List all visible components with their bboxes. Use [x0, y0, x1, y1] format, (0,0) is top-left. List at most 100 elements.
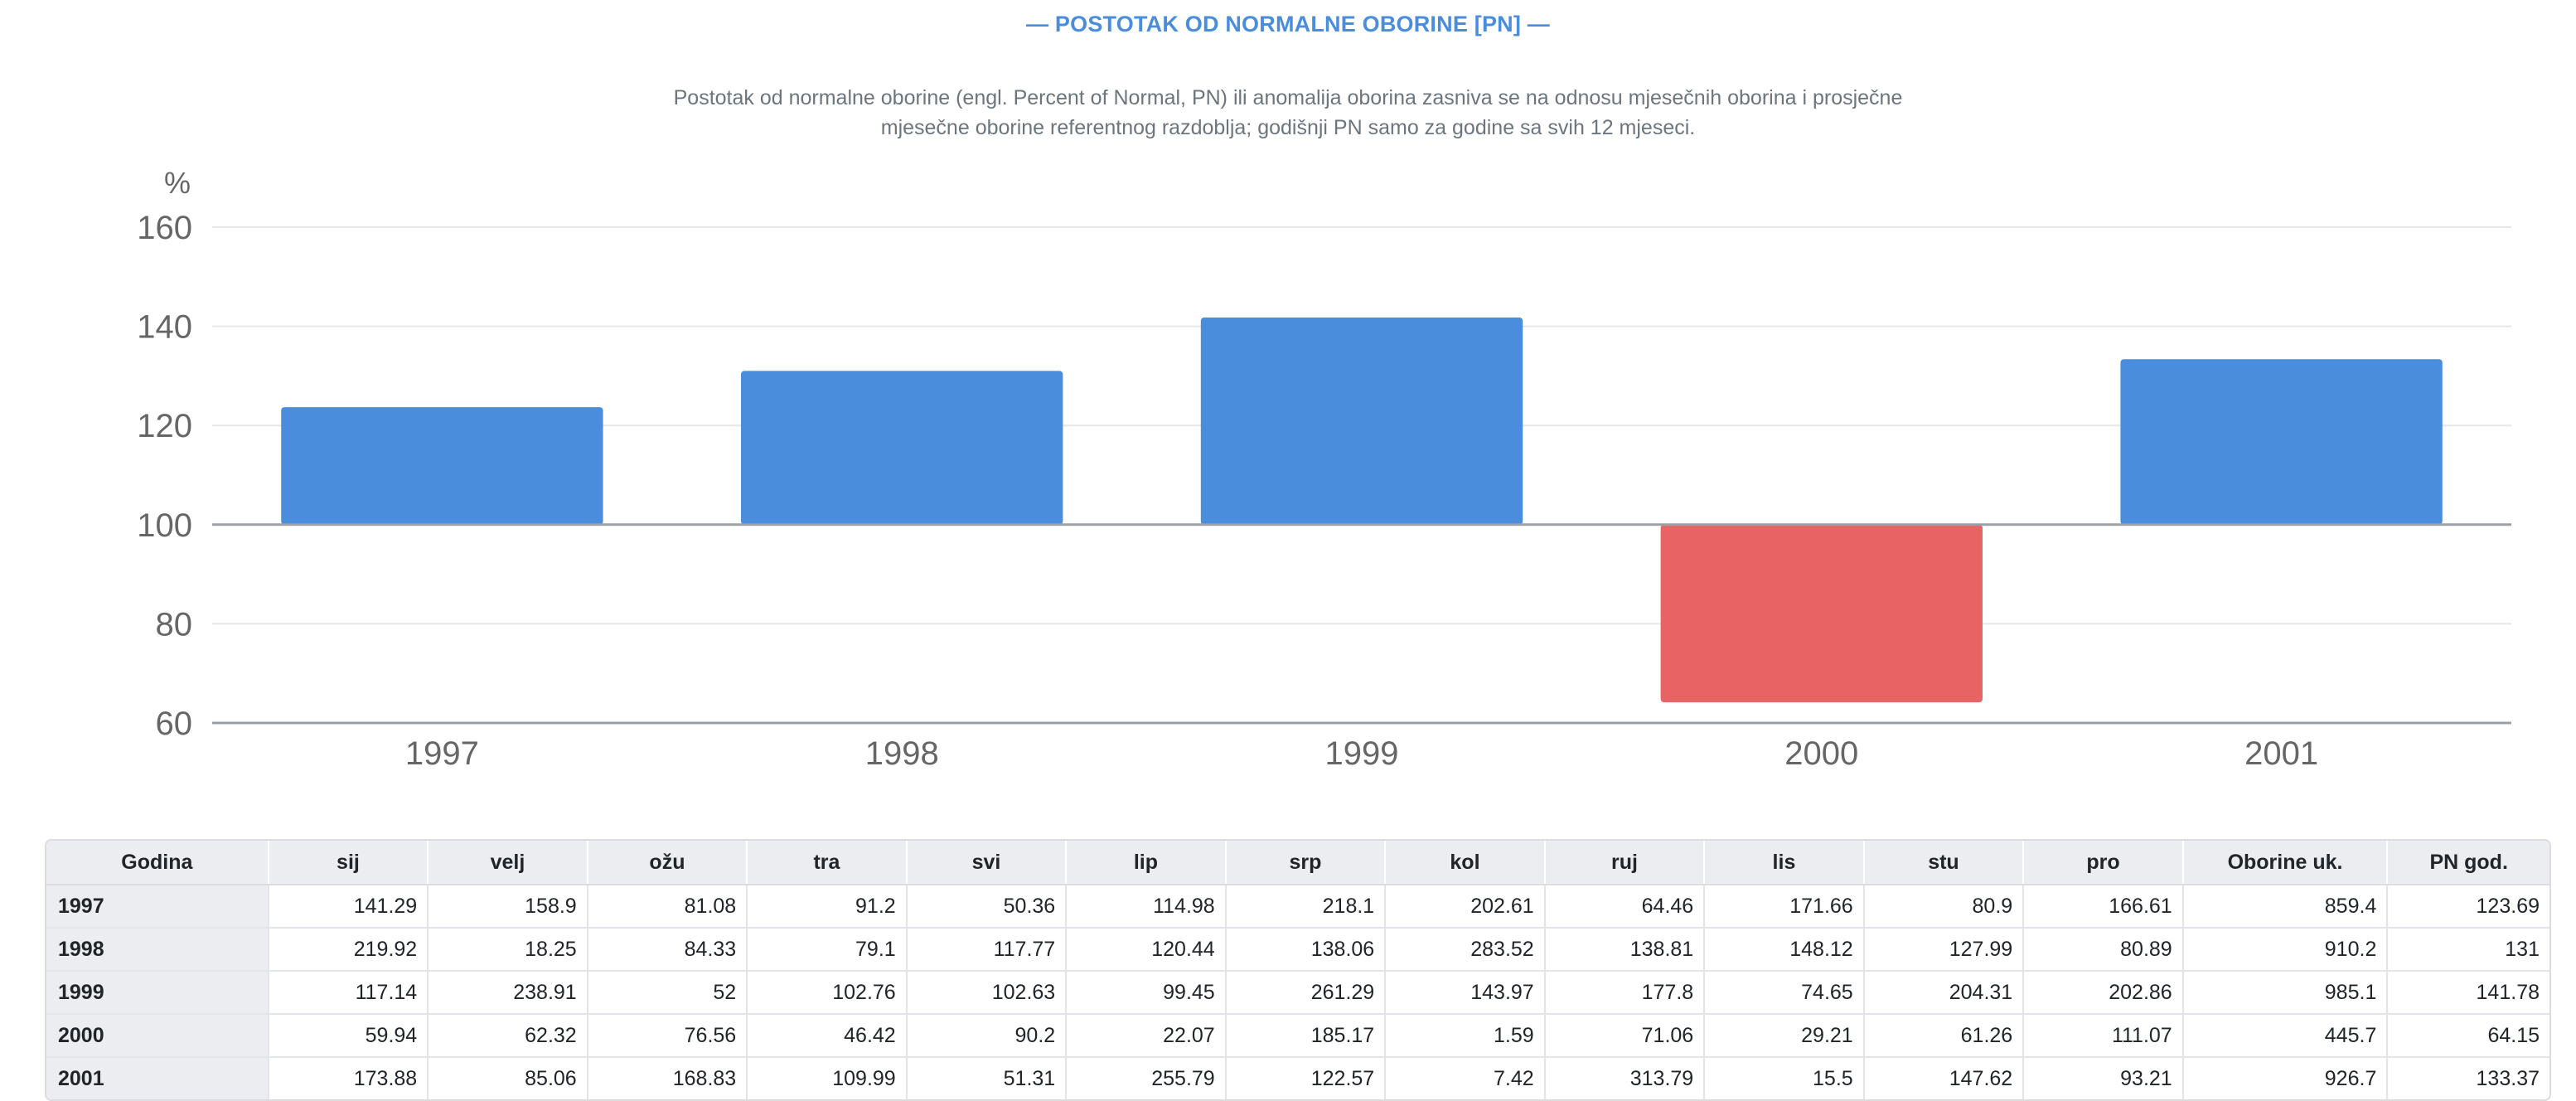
- row-year-cell: 1999: [46, 971, 269, 1015]
- table-cell: 61.26: [1863, 1014, 2025, 1058]
- bar-2001: [2120, 359, 2443, 525]
- x-tick-label: 1999: [1325, 735, 1399, 772]
- table-cell: 90.2: [906, 1014, 1068, 1058]
- table-row: 1997 141.29 158.9 81.08 91.2 50.36 114.98 218.1…: [46, 885, 2549, 929]
- x-tick-label: 2000: [1784, 735, 1858, 772]
- table-row: 1999 117.14 238.91 52 102.76 102.63 99.45 261.2…: [46, 971, 2549, 1015]
- table-cell: 123.69: [2387, 885, 2549, 929]
- table-cell: 85.06: [428, 1057, 588, 1099]
- table-cell: 122.57: [1225, 1057, 1387, 1099]
- table-cell: 131: [2387, 928, 2549, 972]
- data-table: Godina sij velj ožu tra svi lip srp kol ruj lis stu…: [45, 839, 2551, 1101]
- table-cell: 102.63: [906, 971, 1068, 1015]
- table-cell: 15.5: [1704, 1057, 1865, 1099]
- table-cell: 114.98: [1066, 885, 1227, 929]
- table-cell: 204.31: [1863, 971, 2025, 1015]
- table-cell: 91.2: [747, 885, 908, 929]
- table-cell: 127.99: [1863, 928, 2025, 972]
- table-cell: 141.29: [268, 885, 429, 929]
- y-tick-label: 80: [156, 606, 193, 643]
- table-cell: 74.65: [1704, 971, 1865, 1015]
- table-row: 2000 59.94 62.32 76.56 46.42 90.2 22.07 185.17 1…: [46, 1014, 2549, 1058]
- table-cell: 173.88: [268, 1057, 429, 1099]
- bar-1999: [1200, 317, 1523, 525]
- table-cell: 62.32: [428, 1014, 588, 1058]
- table-cell: 313.79: [1544, 1057, 1706, 1099]
- column-header: stu: [1863, 841, 2025, 885]
- table-cell: 177.8: [1544, 971, 1706, 1015]
- table-cell: 80.89: [2023, 928, 2184, 972]
- table-cell: 46.42: [747, 1014, 908, 1058]
- table-cell: 926.7: [2182, 1057, 2389, 1099]
- table-cell: 218.1: [1225, 885, 1387, 929]
- table-cell: 143.97: [1385, 971, 1546, 1015]
- table-cell: 76.56: [587, 1014, 748, 1058]
- row-year-cell: 1998: [46, 928, 269, 972]
- table-cell: 148.12: [1704, 928, 1865, 972]
- table-cell: 81.08: [587, 885, 748, 929]
- chart-title: — POSTOTAK OD NORMALNE OBORINE [PN] —: [1026, 12, 1550, 36]
- table-cell: 202.86: [2023, 971, 2184, 1015]
- table-cell: 859.4: [2182, 885, 2389, 929]
- table-cell: 166.61: [2023, 885, 2184, 929]
- y-tick-label: 160: [137, 210, 192, 246]
- table-cell: 51.31: [906, 1057, 1068, 1099]
- bar-1998: [741, 371, 1063, 525]
- table-cell: 445.7: [2182, 1014, 2389, 1058]
- table-cell: 80.9: [1863, 885, 2025, 929]
- table-cell: 22.07: [1066, 1014, 1227, 1058]
- table-cell: 141.78: [2387, 971, 2549, 1015]
- column-header: ruj: [1544, 841, 1706, 885]
- table-cell: 84.33: [587, 928, 748, 972]
- table-cell: 985.1: [2182, 971, 2389, 1015]
- x-tick-label: 1997: [405, 735, 479, 772]
- column-header: lip: [1066, 841, 1227, 885]
- table-row: 2001 173.88 85.06 168.83 109.99 51.31 255.79 12…: [46, 1057, 2549, 1099]
- y-tick-label: 120: [137, 408, 192, 444]
- table-cell: 147.62: [1863, 1057, 2025, 1099]
- column-header: sij: [268, 841, 429, 885]
- y-tick-label: 140: [137, 309, 192, 346]
- column-header: srp: [1225, 841, 1387, 885]
- table-cell: 283.52: [1385, 928, 1546, 972]
- table-body: 1997 141.29 158.9 81.08 91.2 50.36 114.98 218.1…: [46, 885, 2549, 1099]
- table-cell: 120.44: [1066, 928, 1227, 972]
- column-header: ožu: [587, 841, 748, 885]
- table-cell: 185.17: [1225, 1014, 1387, 1058]
- table-cell: 133.37: [2476, 1066, 2540, 1090]
- table-cell: 158.9: [428, 885, 588, 929]
- table-cell: 64.15: [2387, 1014, 2549, 1058]
- table-cell: 117.14: [268, 971, 429, 1015]
- x-tick-label: 2001: [2244, 735, 2318, 772]
- column-header: PN god.: [2387, 841, 2549, 885]
- column-header: Godina: [46, 841, 269, 885]
- column-header: velj: [428, 841, 588, 885]
- table-cell: 52: [587, 971, 748, 1015]
- table-cell: 102.76: [747, 971, 908, 1015]
- column-header: tra: [747, 841, 908, 885]
- table-cell: 29.21: [1704, 1014, 1865, 1058]
- table-cell: 59.94: [268, 1014, 429, 1058]
- y-tick-label: 100: [137, 507, 192, 544]
- table-cell: 71.06: [1544, 1014, 1706, 1058]
- table-cell: 93.21: [2023, 1057, 2184, 1099]
- table-cell: 219.92: [268, 928, 429, 972]
- table-cell: 168.83: [587, 1057, 748, 1099]
- table-cell: 109.99: [747, 1057, 908, 1099]
- column-header: svi: [906, 841, 1068, 885]
- pn-bar-chart: 60 80 100 120 140 160% 1997 1998 1999 2000 2001: [137, 166, 2511, 772]
- y-axis-label: %: [164, 166, 191, 200]
- table-cell: 255.79: [1066, 1057, 1227, 1099]
- row-year-cell: 1997: [46, 885, 269, 929]
- table-cell: 1.59: [1385, 1014, 1546, 1058]
- x-tick-label: 1998: [865, 735, 939, 772]
- bar-2000: [1660, 524, 1983, 703]
- table-cell: 117.77: [906, 928, 1068, 972]
- table-cell: 261.29: [1225, 971, 1387, 1015]
- row-year-cell: 2000: [46, 1014, 269, 1058]
- table-header-row: Godina sij velj ožu tra svi lip srp kol ruj lis stu…: [46, 841, 2549, 885]
- table-cell: 79.1: [747, 928, 908, 972]
- table-cell: 7.42: [1385, 1057, 1546, 1099]
- table-cell: 64.46: [1544, 885, 1706, 929]
- bar-1997: [281, 407, 603, 525]
